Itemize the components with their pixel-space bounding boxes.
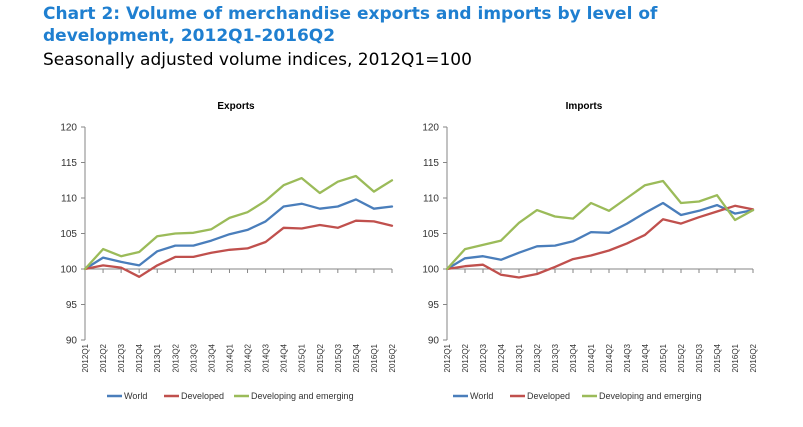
exports-y-tick-label: 90 (66, 336, 78, 347)
imports-x-tick-label: 2016Q1 (731, 343, 740, 372)
exports-x-tick-label: 2012Q3 (117, 343, 126, 372)
exports-chart-title: Exports (217, 101, 255, 112)
imports-x-tick-label: 2012Q1 (443, 343, 452, 372)
legend-label-developed: Developed (181, 391, 224, 401)
exports-y-tick-label: 95 (66, 300, 78, 311)
exports-x-tick-label: 2015Q2 (316, 343, 325, 372)
imports-x-tick-label: 2016Q2 (749, 343, 758, 372)
exports-x-tick-label: 2014Q2 (244, 343, 253, 372)
imports-x-tick-label: 2013Q1 (515, 343, 524, 372)
exports-legend: World Developed Developing and emerging (107, 391, 354, 401)
exports-x-tick-label: 2013Q4 (207, 343, 216, 372)
exports-x-tick-label: 2014Q1 (225, 343, 234, 372)
imports-y-tick-label: 115 (423, 158, 439, 169)
imports-legend: World Developed Developing and emerging (453, 391, 702, 401)
exports-y-tick-label: 115 (61, 158, 77, 169)
exports-y-tick-label: 100 (60, 265, 77, 276)
imports-y-tick-label: 120 (422, 123, 439, 134)
exports-x-tick-label: 2012Q2 (99, 343, 108, 372)
exports-y-tick-label: 120 (60, 123, 77, 134)
imports-x-tick-label: 2015Q4 (713, 343, 722, 372)
imports-x-tick-label: 2012Q4 (497, 343, 506, 372)
legend-label-world: World (124, 391, 147, 401)
imports-x-tick-label: 2012Q2 (461, 343, 470, 372)
exports-y-tick-label: 110 (61, 194, 77, 205)
exports-plot-area: 90 95 100 105 110 115 120 2012Q1 2012Q2 2012Q3 201… (60, 123, 397, 373)
exports-chart: Exports 90 95 100 105 110 115 120 2012Q1 2012Q2 2… (60, 101, 397, 401)
imports-x-tick-label: 2014Q4 (641, 343, 650, 372)
imports-y-tick-label: 90 (428, 336, 440, 347)
legend-label-developed: Developed (527, 391, 570, 401)
imports-x-tick-label: 2014Q1 (587, 343, 596, 372)
exports-x-tick-label: 2014Q4 (280, 343, 289, 372)
chart-heading: Chart 2: Volume of merchandise exports a… (43, 4, 658, 46)
imports-x-tick-label: 2015Q3 (695, 343, 704, 372)
legend-label-developing: Developing and emerging (251, 391, 354, 401)
exports-x-tick-label: 2013Q2 (171, 343, 180, 372)
exports-chart-panel: Exports 90 95 100 105 110 115 120 2012Q1 2012Q2 2… (0, 90, 400, 427)
exports-x-tick-label: 2016Q2 (388, 343, 397, 372)
imports-x-tick-label: 2013Q2 (533, 343, 542, 372)
exports-series-line-world (83, 198, 394, 271)
imports-x-tick-label: 2015Q2 (677, 343, 686, 372)
imports-x-tick-label: 2013Q3 (551, 343, 560, 372)
imports-chart: Imports 90 95 100 105 110 115 120 2012Q1 2012Q2 2… (422, 101, 758, 401)
exports-x-tick-label: 2014Q3 (262, 343, 271, 372)
exports-x-tick-label: 2012Q4 (135, 343, 144, 372)
imports-series-line-developing (445, 179, 755, 271)
imports-x-tick-label: 2014Q2 (605, 343, 614, 372)
imports-x-tick-label: 2012Q3 (479, 343, 488, 372)
exports-x-tick-label: 2013Q1 (153, 343, 162, 372)
exports-x-tick-label: 2015Q3 (334, 343, 343, 372)
exports-series-line-developing (83, 174, 394, 271)
imports-y-tick-label: 100 (422, 265, 439, 276)
legend-label-developing: Developing and emerging (599, 391, 702, 401)
exports-x-tick-label: 2015Q4 (352, 343, 361, 372)
exports-x-tick-label: 2016Q1 (370, 343, 379, 372)
imports-x-tick-label: 2013Q4 (569, 343, 578, 372)
imports-x-tick-label: 2015Q1 (659, 343, 668, 372)
imports-y-tick-label: 110 (423, 194, 439, 205)
exports-x-tick-label: 2012Q1 (81, 343, 90, 372)
imports-chart-title: Imports (566, 101, 603, 112)
imports-series-line-world (445, 201, 755, 271)
exports-y-tick-label: 105 (60, 229, 77, 240)
imports-y-tick-label: 95 (428, 300, 440, 311)
imports-chart-panel: Imports 90 95 100 105 110 115 120 2012Q1 2012Q2 2… (400, 90, 800, 427)
exports-x-tick-label: 2013Q3 (189, 343, 198, 372)
imports-plot-area: 90 95 100 105 110 115 120 2012Q1 2012Q2 2012Q3 201… (422, 123, 758, 373)
legend-label-world: World (470, 391, 493, 401)
imports-series-line-developed (445, 204, 755, 279)
exports-x-tick-label: 2015Q1 (298, 343, 307, 372)
exports-series-line-developed (83, 219, 394, 278)
imports-x-tick-label: 2014Q3 (623, 343, 632, 372)
imports-y-tick-label: 105 (422, 229, 439, 240)
chart-subheading: Seasonally adjusted volume indices, 2012… (43, 50, 472, 70)
